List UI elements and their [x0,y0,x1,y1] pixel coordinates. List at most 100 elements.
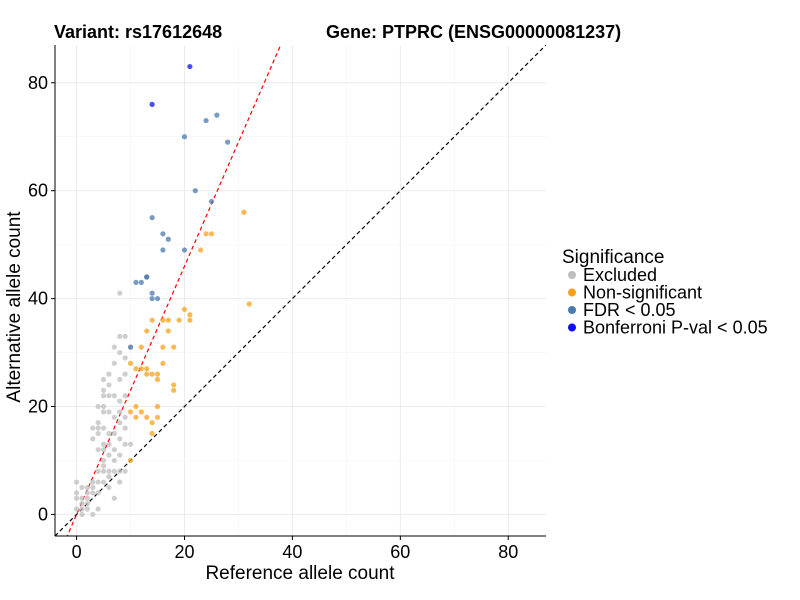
y-tick-label: 80 [28,73,48,93]
data-point-series-0 [73,490,80,496]
chart-title-right: Gene: PTPRC (ENSG00000081237) [326,22,621,42]
data-point-series-1 [127,457,134,464]
data-point-series-0 [90,484,96,491]
data-point-series-0 [79,506,85,512]
data-point-series-0 [100,441,107,447]
x-tick-label: 60 [390,542,410,562]
x-tick-label: 20 [174,542,194,562]
data-point-series-0 [95,506,101,512]
data-point-series-0 [100,409,107,415]
data-point-series-1 [187,312,193,318]
reference-lines [55,45,546,536]
data-point-series-0 [111,414,117,420]
data-point-series-1 [149,317,155,323]
data-point-series-0 [106,430,112,437]
data-point-series-2 [149,295,155,302]
legend-key [568,271,576,279]
data-point-series-0 [100,393,107,399]
data-point-series-1 [127,360,134,366]
data-point-series-0 [84,506,90,512]
data-point-series-0 [79,484,85,491]
data-point-series-2 [225,139,231,145]
data-point-series-1 [165,317,171,323]
chart-title-left: Variant: rs17612648 [54,22,222,42]
data-point-series-1 [241,209,247,215]
data-point-series-0 [95,425,101,431]
data-point-series-1 [133,366,139,372]
data-point-series-0 [100,457,107,464]
data-point-series-0 [95,420,101,426]
data-point-series-0 [100,447,107,453]
x-tick-label: 80 [498,542,518,562]
data-point-series-2 [144,274,150,280]
data-point-series-1 [203,231,209,237]
data-point-series-1 [144,366,150,372]
data-point-series-0 [117,409,123,415]
y-tick-label: 40 [28,289,48,309]
data-point-series-0 [84,501,90,507]
data-point-series-1 [198,247,204,253]
data-point-series-1 [160,360,166,366]
data-point-series-0 [111,495,117,501]
data-point-series-1 [127,409,134,415]
legend-key [568,323,576,332]
data-point-series-0 [95,430,101,437]
data-point-series-1 [176,317,182,323]
data-point-series-2 [138,279,144,286]
data-point-series-0 [111,457,117,464]
data-point-series-0 [122,468,128,474]
data-point-series-1 [208,231,215,237]
data-point-series-0 [122,414,128,420]
data-point-series-0 [106,409,112,415]
data-point-series-0 [100,468,107,474]
data-point-series-0 [106,452,112,458]
data-point-series-1 [154,376,161,383]
data-point-series-0 [95,479,101,485]
data-point-series-0 [90,479,96,485]
data-point-series-0 [79,511,85,518]
data-point-series-1 [149,430,155,437]
data-point-series-1 [187,317,193,323]
data-point-series-0 [100,403,107,410]
data-point-series-0 [90,425,96,431]
data-point-series-2 [154,295,161,302]
data-point-series-2 [127,344,134,350]
data-point-series-0 [100,479,107,485]
data-point-series-0 [117,290,123,296]
data-point-series-1 [171,344,177,350]
data-point-series-0 [73,495,80,501]
data-point-series-0 [90,511,96,518]
y-tick-label: 20 [28,397,48,417]
data-points [73,63,252,518]
data-point-series-2 [160,247,166,253]
data-point-series-2 [203,117,209,124]
data-point-series-0 [106,441,112,447]
legend-label: Bonferroni P-val < 0.05 [583,318,768,338]
data-point-series-2 [165,236,171,242]
data-point-series-0 [84,484,90,491]
data-point-series-0 [111,393,117,399]
legend-label: FDR < 0.05 [583,300,676,320]
data-point-series-1 [171,387,177,393]
data-point-series-0 [106,393,112,399]
data-point-series-0 [117,436,123,442]
legend: Significance ExcludedNon-significantFDR … [562,247,768,338]
data-point-series-1 [138,366,144,372]
data-point-series-0 [106,382,112,388]
data-point-series-0 [122,425,128,431]
data-point-series-2 [133,279,139,286]
data-point-series-0 [111,447,117,453]
x-axis-label: Reference allele count [205,563,395,584]
data-point-series-1 [154,371,161,377]
data-point-series-0 [122,393,128,399]
data-point-series-0 [117,376,123,383]
data-point-series-1 [160,317,166,323]
data-point-series-1 [138,344,144,350]
data-point-series-0 [90,490,96,496]
data-point-series-0 [95,490,101,496]
y-tick-label: 0 [38,504,48,524]
data-point-series-0 [100,376,107,383]
data-point-series-0 [117,479,123,485]
data-point-series-0 [100,387,107,393]
